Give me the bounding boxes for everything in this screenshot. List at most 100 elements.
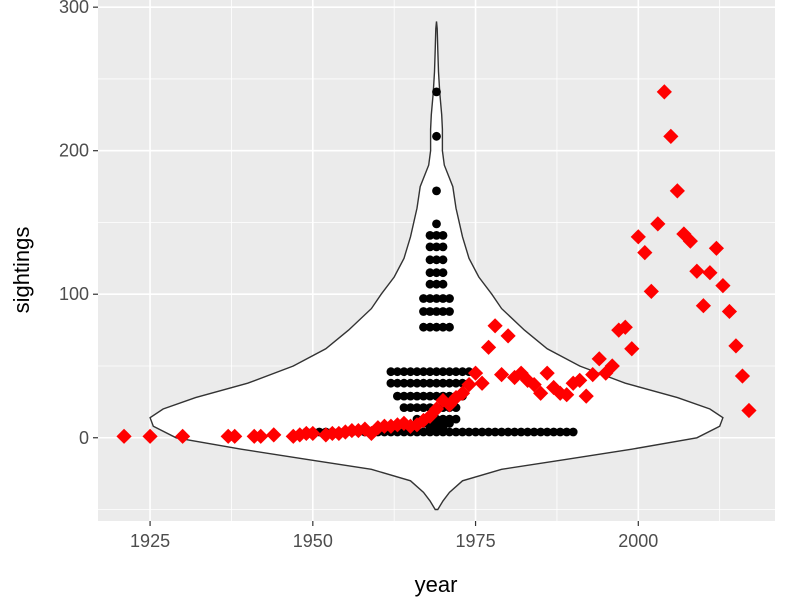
dot-point	[425, 255, 435, 265]
dot-point	[451, 427, 461, 437]
dot-point	[419, 307, 428, 316]
dot-point	[458, 427, 467, 437]
diamond-point	[513, 365, 529, 381]
x-axis: 1925 1950 1975 2000	[130, 521, 658, 551]
dot-point	[445, 322, 454, 332]
dot-point	[393, 391, 402, 401]
dot-point	[425, 367, 435, 377]
diamond-point	[585, 367, 601, 383]
dot-point	[432, 255, 441, 265]
dot-point	[458, 367, 467, 377]
dot-point	[419, 403, 428, 412]
dot-point	[406, 391, 415, 401]
diamond-point	[604, 358, 620, 374]
dot-point	[386, 367, 396, 377]
dot-point	[555, 427, 565, 437]
y-tick-label: 300	[59, 0, 89, 17]
diamond-point	[708, 240, 725, 256]
dot-point	[419, 367, 428, 377]
dot-point	[419, 378, 428, 388]
dot-point	[419, 391, 428, 401]
dot-point	[438, 307, 448, 316]
diamond-point	[454, 385, 471, 401]
diamond-point	[624, 341, 640, 357]
dot-point	[419, 427, 428, 437]
diamond-point	[539, 365, 555, 381]
dot-point	[425, 427, 435, 437]
dot-point	[464, 427, 474, 437]
dot-point	[425, 279, 435, 289]
dot-point	[451, 378, 461, 388]
dot-point	[445, 427, 454, 437]
diamond-point	[533, 385, 549, 401]
y-tick-label: 0	[79, 428, 89, 448]
dot-point	[432, 186, 441, 196]
dot-point	[412, 403, 422, 412]
y-tick-label: 200	[59, 141, 89, 161]
diamond-point	[175, 428, 191, 444]
diamond-point	[318, 427, 334, 443]
diamond-point	[721, 303, 738, 320]
dot-point	[425, 268, 435, 278]
dot-point	[432, 231, 441, 240]
dot-point	[399, 367, 409, 377]
dot-point	[425, 307, 435, 316]
dot-point	[399, 378, 409, 388]
y-axis-title: sightings	[9, 227, 34, 314]
diamond-point	[474, 375, 490, 391]
dot-point	[425, 391, 435, 401]
dot-point	[562, 427, 572, 437]
dot-point	[438, 279, 448, 289]
x-axis-title: year	[415, 572, 458, 597]
dot-point	[438, 322, 448, 332]
diamond-point	[493, 367, 510, 383]
dot-point	[399, 391, 409, 401]
dot-point	[425, 378, 435, 388]
diamond-point	[617, 319, 633, 335]
dot-point	[568, 427, 578, 437]
diamond-point	[305, 425, 321, 442]
diamond-point	[591, 351, 607, 367]
diamond-point	[370, 420, 386, 436]
dot-point	[432, 367, 441, 377]
diamond-point	[292, 427, 308, 443]
diamond-point	[695, 298, 711, 314]
dot-point	[438, 294, 448, 303]
dot-point	[503, 427, 513, 437]
diamond-series	[116, 84, 757, 444]
diamond-point	[266, 427, 282, 443]
dot-point	[529, 427, 539, 437]
diamond-point	[253, 428, 269, 444]
dot-point	[445, 367, 454, 377]
dot-point	[386, 378, 396, 388]
diamond-point	[546, 379, 562, 396]
diamond-point	[676, 226, 692, 242]
dot-point	[432, 242, 441, 252]
dot-point	[412, 391, 422, 401]
dot-point	[451, 414, 461, 424]
diamond-point	[396, 415, 412, 432]
diamond-point	[507, 369, 523, 386]
dot-point	[523, 427, 532, 437]
dot-point	[516, 427, 526, 437]
diamond-point	[578, 388, 594, 404]
diamond-point	[500, 328, 516, 344]
dot-point	[510, 427, 519, 437]
dot-point	[477, 427, 487, 437]
diamond-point	[350, 422, 366, 439]
dot-point	[445, 307, 454, 316]
dot-point	[425, 294, 435, 303]
diamond-point	[689, 263, 705, 279]
dot-point	[536, 427, 546, 437]
dot-point	[542, 427, 552, 437]
dot-point	[412, 378, 422, 388]
dot-point	[432, 268, 441, 278]
dot-point	[393, 367, 402, 377]
dot-point	[425, 231, 435, 240]
diamond-point	[715, 278, 731, 294]
diamond-point	[572, 372, 588, 388]
dot-point	[406, 367, 415, 377]
diamond-point	[682, 233, 698, 249]
dot-point	[438, 268, 448, 278]
